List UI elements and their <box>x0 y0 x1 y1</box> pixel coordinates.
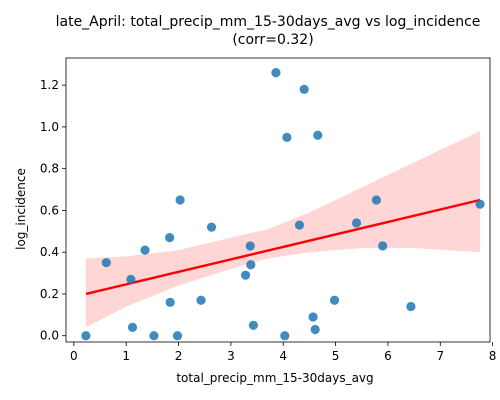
y-tick-label: 0.4 <box>40 245 59 259</box>
x-tick-label: 6 <box>384 349 392 363</box>
regression-line <box>85 198 481 296</box>
x-tick-label: 0 <box>70 349 78 363</box>
data-point <box>248 320 258 330</box>
data-point <box>308 312 318 322</box>
y-tick-label: 1.2 <box>40 78 59 92</box>
data-point <box>240 270 251 280</box>
data-point <box>282 132 292 142</box>
data-point <box>313 130 323 140</box>
data-point <box>280 331 290 341</box>
data-point <box>140 245 150 255</box>
confidence-band <box>85 131 481 328</box>
x-tick-label: 5 <box>332 349 340 363</box>
x-tick-label: 3 <box>227 349 235 363</box>
chart-title: late_April: total_precip_mm_15-30days_av… <box>56 14 481 30</box>
data-point <box>245 241 255 251</box>
y-tick-label: 0.8 <box>40 162 59 176</box>
x-tick-label: 4 <box>279 349 287 363</box>
data-point <box>294 220 305 230</box>
y-tick-label: 0.6 <box>40 203 59 217</box>
data-point <box>101 258 111 268</box>
data-point <box>246 260 256 270</box>
data-point <box>172 331 183 341</box>
x-axis-label: total_precip_mm_15-30days_avg <box>176 371 373 385</box>
data-point <box>127 322 138 332</box>
data-point <box>271 68 281 78</box>
x-tick-label: 8 <box>489 349 497 363</box>
x-tick-label: 2 <box>175 349 183 363</box>
data-point <box>329 295 340 305</box>
data-point <box>165 297 175 307</box>
data-point <box>299 84 309 94</box>
data-points-layer <box>81 68 485 341</box>
y-tick-label: 0.2 <box>40 287 59 301</box>
data-point <box>371 195 382 205</box>
data-point <box>378 241 388 251</box>
data-point <box>196 295 206 305</box>
y-axis-ticks: 0.0 0.2 0.4 0.6 0.8 1.0 1.2 <box>40 78 66 343</box>
chart-subtitle: (corr=0.32) <box>232 32 313 48</box>
data-point <box>149 331 159 341</box>
y-tick-label: 1.0 <box>40 120 59 134</box>
data-point <box>81 331 91 341</box>
regression-line-layer <box>85 198 481 296</box>
x-tick-label: 7 <box>436 349 444 363</box>
plot-frame <box>65 57 491 343</box>
x-tick-label: 1 <box>122 349 130 363</box>
data-point <box>310 324 320 335</box>
data-point <box>475 199 485 209</box>
data-point <box>206 222 217 232</box>
y-axis-label: log_incidence <box>14 168 28 250</box>
data-point <box>406 301 416 312</box>
confidence-band-layer <box>85 131 481 328</box>
data-point <box>351 218 362 228</box>
data-point <box>175 195 185 205</box>
x-axis-ticks: 0 1 2 3 4 5 6 7 8 <box>70 342 496 363</box>
data-point <box>126 274 136 284</box>
data-point <box>165 232 175 243</box>
y-tick-label: 0.0 <box>40 329 59 343</box>
